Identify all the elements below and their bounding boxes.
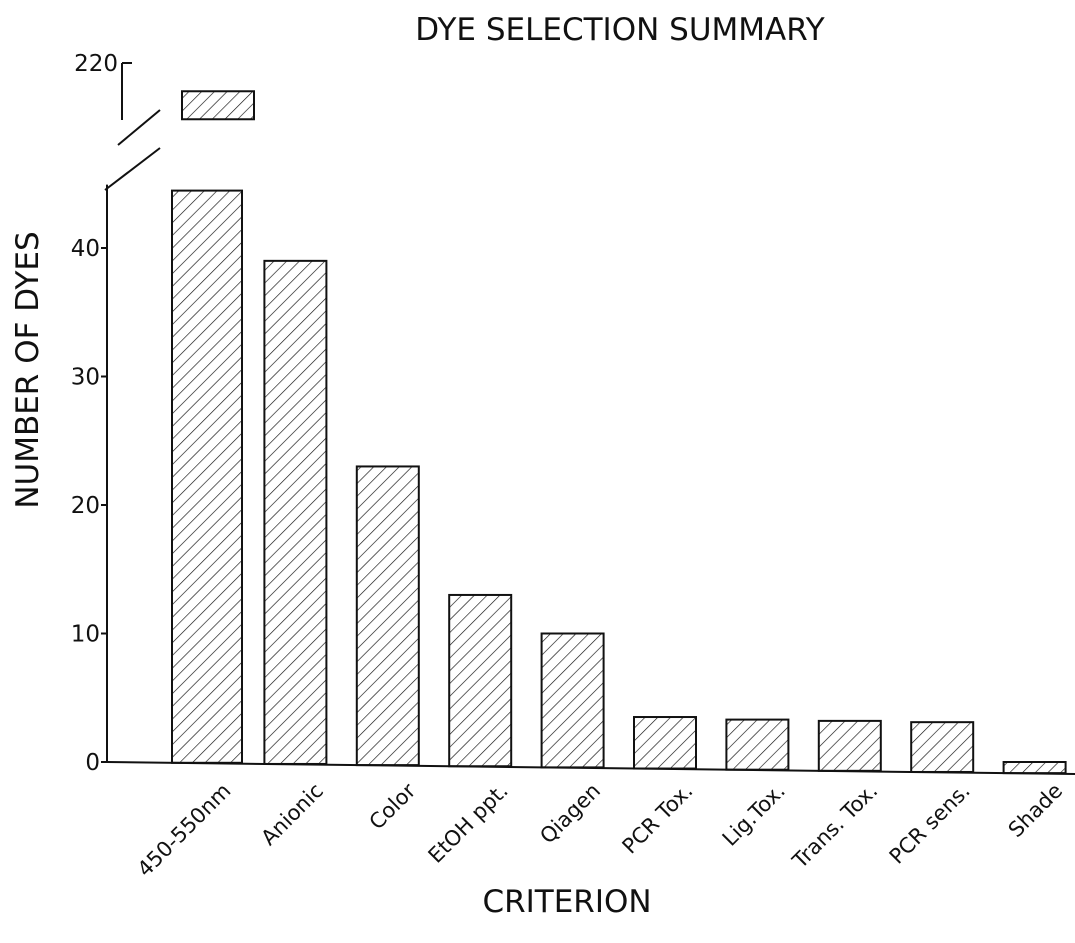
bar [448,593,513,768]
x-tick-label: Qiagen [535,779,605,849]
bar [725,718,790,771]
y-tick-label: 20 [71,493,100,519]
y-tick-label: 0 [85,750,100,776]
bar [1002,761,1067,775]
x-tick-label: Trans. Tox. [787,779,882,874]
x-tick-label: Lig.Tox. [718,779,790,851]
chart-title: DYE SELECTION SUMMARY [415,12,824,48]
y-tick-label: 40 [71,236,100,262]
axis-break-mark-upper [117,109,161,146]
bar [540,632,605,769]
y-ticks: 0 10 20 30 40 220 [71,51,118,776]
x-tick-label: PCR sens. [885,779,975,869]
y-tick-label: 30 [71,365,100,391]
x-tick-label: 450-550nm [133,779,236,882]
y-tick-label: 220 [74,51,118,77]
bar-break-segment [181,90,255,121]
x-tick-label: Anionic [256,779,327,850]
bar [633,716,697,770]
bars [171,90,1067,775]
bar [263,259,328,765]
x-tick-labels: 450-550nm Anionic Color EtOH ppt. Qiagen PCR … [133,778,1067,881]
bar [355,465,420,767]
x-axis-label: CRITERION [482,884,651,920]
x-tick-label: PCR Tox. [618,779,698,859]
x-tick-label: Color [365,778,421,834]
bar [910,721,975,773]
x-tick-label: EtOH ppt. [424,779,513,868]
y-tick-label: 10 [71,622,100,648]
bar [171,189,243,764]
bar [817,719,882,772]
axis-break-mark-lower [104,147,161,191]
x-tick-label: Shade [1004,779,1067,842]
y-axis-label: NUMBER OF DYES [10,231,46,508]
